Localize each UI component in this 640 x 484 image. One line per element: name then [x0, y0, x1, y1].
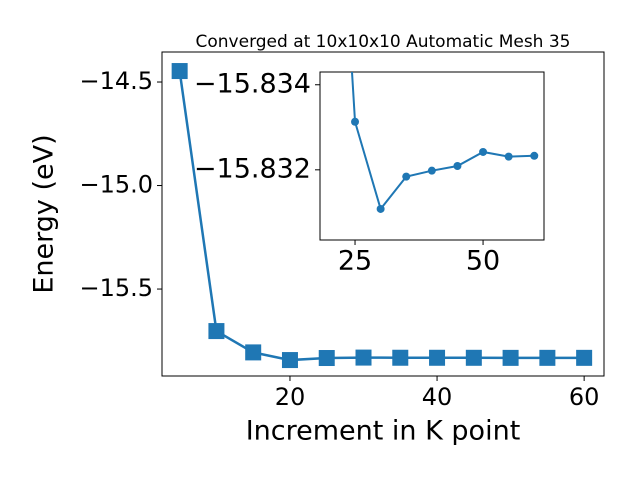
x-tick-label: 25: [338, 246, 372, 277]
marker: [504, 152, 513, 161]
marker: [576, 349, 593, 366]
marker: [318, 350, 335, 367]
marker: [539, 349, 556, 366]
series: [171, 63, 593, 369]
y-axis-label: Energy (eV): [29, 134, 60, 293]
series: [350, 72, 539, 213]
marker: [351, 117, 360, 126]
chart-title: Converged at 10x10x10 Automatic Mesh 35: [196, 32, 571, 52]
marker: [392, 349, 409, 366]
x-tick-label: 60: [569, 383, 600, 411]
marker: [429, 349, 446, 366]
x-tick-label: 40: [422, 383, 453, 411]
marker: [402, 172, 411, 181]
y-tick-label: −15.0: [79, 171, 153, 199]
marker: [376, 204, 385, 213]
x-tick-label: 20: [275, 383, 306, 411]
marker: [479, 147, 488, 156]
marker: [530, 151, 539, 160]
y-tick-label: −15.5: [79, 274, 153, 302]
marker: [171, 63, 188, 80]
marker: [502, 349, 519, 366]
x-tick-label: 50: [466, 246, 500, 277]
marker: [453, 161, 462, 170]
marker: [245, 344, 262, 361]
marker: [465, 349, 482, 366]
y-tick-label: −14.5: [79, 67, 153, 95]
marker: [281, 352, 298, 369]
x-axis-label: Increment in K point: [246, 416, 521, 447]
marker: [355, 349, 372, 366]
y-tick-label: −15.832: [194, 153, 311, 184]
y-tick-label: −15.834: [194, 68, 311, 99]
marker: [427, 166, 436, 175]
marker: [208, 323, 225, 340]
